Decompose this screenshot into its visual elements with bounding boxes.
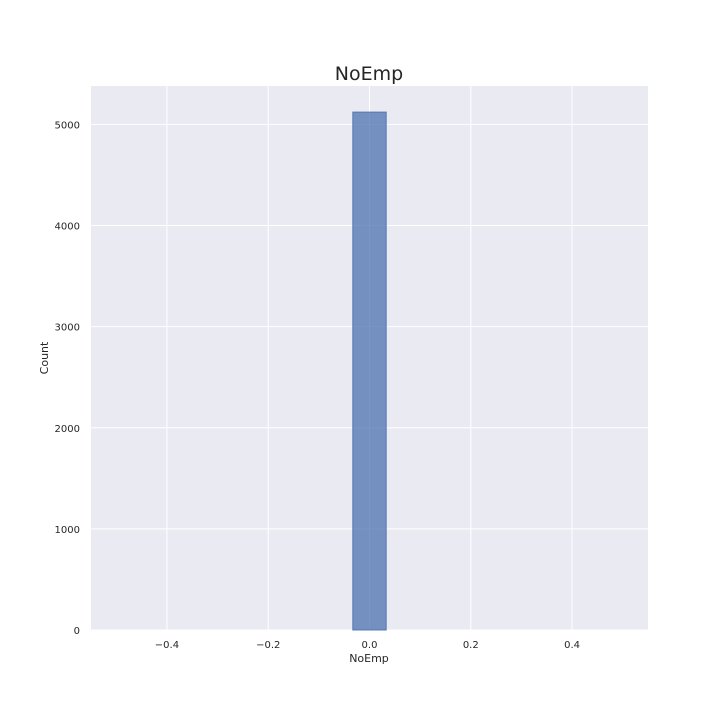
y-tick-labels: 0 1000 2000 3000 4000 5000: [55, 120, 80, 637]
histogram-bar: [352, 111, 387, 631]
y-tick-label: 0: [74, 626, 80, 637]
x-tick-label: −0.2: [256, 640, 280, 651]
y-tick-label: 5000: [55, 120, 80, 131]
x-tick-label: 0.4: [564, 640, 580, 651]
y-tick-label: 1000: [55, 525, 80, 536]
x-tick-label: 0.0: [362, 640, 378, 651]
x-tick-label: −0.4: [155, 640, 179, 651]
x-tick-label: 0.2: [463, 640, 479, 651]
bars: [352, 111, 387, 631]
x-axis-label: NoEmp: [349, 652, 389, 665]
y-tick-label: 4000: [55, 222, 80, 233]
y-axis-label: Count: [38, 341, 51, 374]
chart-title: NoEmp: [335, 63, 403, 85]
y-tick-label: 3000: [55, 323, 80, 334]
y-tick-label: 2000: [55, 424, 80, 435]
x-tick-labels: −0.4 −0.2 0.0 0.2 0.4: [155, 640, 580, 651]
